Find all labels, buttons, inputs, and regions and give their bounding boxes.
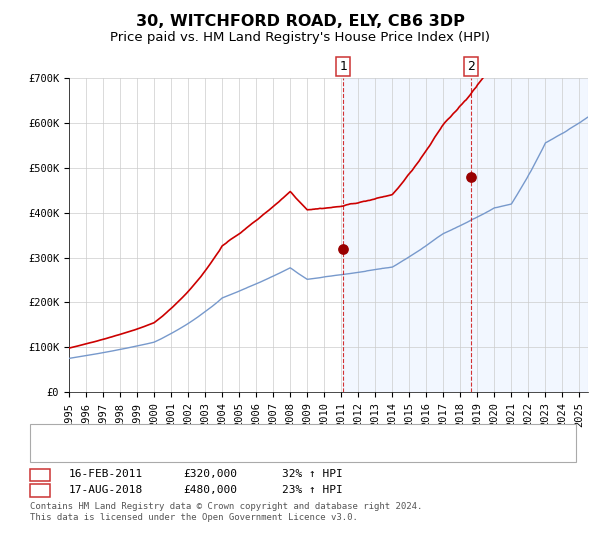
Point bbox=[338, 244, 348, 253]
Text: 30, WITCHFORD ROAD, ELY, CB6 3DP: 30, WITCHFORD ROAD, ELY, CB6 3DP bbox=[136, 14, 464, 29]
Text: £320,000: £320,000 bbox=[183, 469, 237, 479]
Text: 32% ↑ HPI: 32% ↑ HPI bbox=[282, 469, 343, 479]
Text: 2: 2 bbox=[467, 60, 475, 73]
Text: Contains HM Land Registry data © Crown copyright and database right 2024.: Contains HM Land Registry data © Crown c… bbox=[30, 502, 422, 511]
Text: 1: 1 bbox=[37, 468, 43, 481]
Text: This data is licensed under the Open Government Licence v3.0.: This data is licensed under the Open Gov… bbox=[30, 514, 358, 522]
Text: 2: 2 bbox=[37, 483, 43, 497]
Text: Price paid vs. HM Land Registry's House Price Index (HPI): Price paid vs. HM Land Registry's House … bbox=[110, 31, 490, 44]
Text: 16-FEB-2011: 16-FEB-2011 bbox=[69, 469, 143, 479]
Text: HPI: Average price, detached house, East Cambridgeshire: HPI: Average price, detached house, East… bbox=[90, 444, 461, 454]
Text: £480,000: £480,000 bbox=[183, 485, 237, 495]
Text: 17-AUG-2018: 17-AUG-2018 bbox=[69, 485, 143, 495]
Text: 30, WITCHFORD ROAD, ELY, CB6 3DP (detached house): 30, WITCHFORD ROAD, ELY, CB6 3DP (detach… bbox=[90, 429, 421, 439]
Text: 1: 1 bbox=[340, 60, 347, 73]
Text: 23% ↑ HPI: 23% ↑ HPI bbox=[282, 485, 343, 495]
Bar bbox=[343, 78, 588, 392]
Point bbox=[466, 172, 476, 181]
